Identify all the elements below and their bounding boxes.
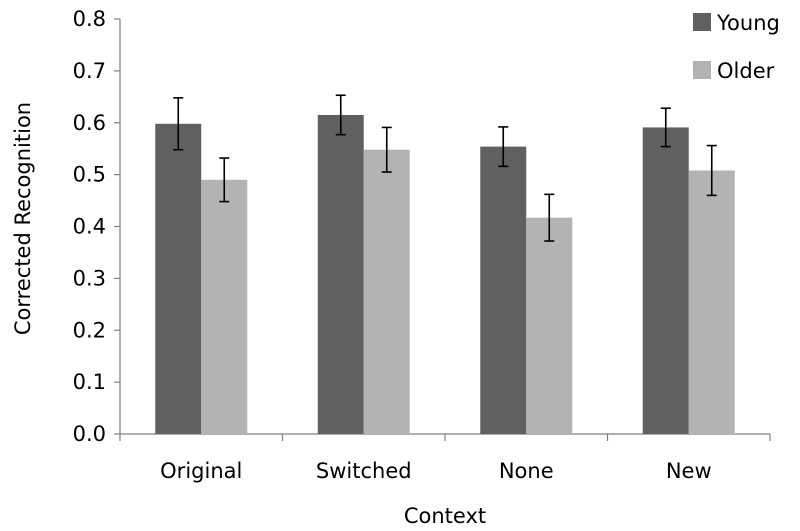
y-tick-label: 0.8 xyxy=(73,7,106,31)
y-axis-title: Corrected Recognition xyxy=(11,102,35,335)
x-tick-label: Switched xyxy=(316,459,412,483)
bar-young xyxy=(317,114,364,434)
y-tick-label: 0.5 xyxy=(73,163,106,187)
y-tick-label: 0.3 xyxy=(73,266,106,290)
x-tick-label: Original xyxy=(160,459,242,483)
legend-swatch-older xyxy=(693,61,711,79)
y-tick-label: 0.4 xyxy=(73,215,106,239)
y-tick-label: 0.0 xyxy=(73,422,106,446)
bar-older xyxy=(363,149,410,434)
bar-older xyxy=(688,170,735,434)
y-tick-label: 0.6 xyxy=(73,111,106,135)
legend: Young Older xyxy=(693,11,780,83)
legend-label-older: Older xyxy=(717,59,775,83)
legend-label-young: Young xyxy=(716,11,780,35)
bar-young xyxy=(155,123,202,434)
bar-young xyxy=(480,146,527,435)
y-tick-label: 0.1 xyxy=(73,370,106,394)
x-tick-label: None xyxy=(499,459,554,483)
x-tick-label: New xyxy=(666,459,712,483)
y-tick-label: 0.7 xyxy=(73,59,106,83)
bar-older xyxy=(526,217,573,434)
legend-swatch-young xyxy=(693,13,711,31)
error-bars xyxy=(173,94,717,242)
bar-young xyxy=(642,127,689,434)
bars xyxy=(155,114,735,435)
bar-older xyxy=(201,179,248,434)
y-tick-label: 0.2 xyxy=(73,318,106,342)
x-axis-title: Context xyxy=(404,504,486,528)
labels: 0.0 0.1 0.2 0.3 0.4 0.5 0.6 0.7 0.8 Original Switc… xyxy=(11,7,712,528)
